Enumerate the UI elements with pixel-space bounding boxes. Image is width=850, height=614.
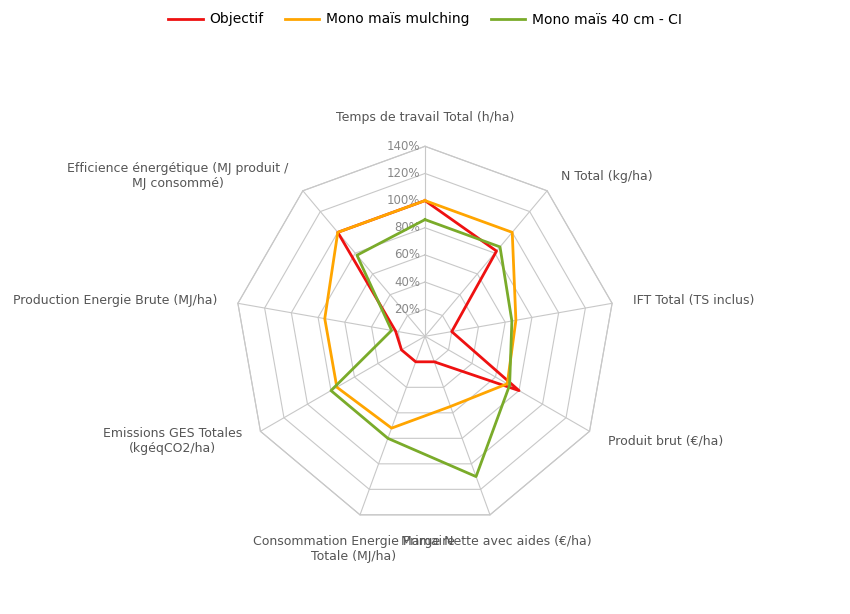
Text: Efficience énergétique (MJ produit /
MJ consommé): Efficience énergétique (MJ produit / MJ … <box>67 162 289 190</box>
Text: Marge Nette avec aides (€/ha): Marge Nette avec aides (€/ha) <box>401 535 592 548</box>
Text: 20%: 20% <box>394 303 420 316</box>
Text: N Total (kg/ha): N Total (kg/ha) <box>561 169 653 183</box>
Legend: Objectif, Mono maïs mulching, Mono maïs 40 cm - CI: Objectif, Mono maïs mulching, Mono maïs … <box>162 7 688 32</box>
Text: Emissions GES Totales
(kgéqCO2/ha): Emissions GES Totales (kgéqCO2/ha) <box>103 427 242 455</box>
Text: IFT Total (TS inclus): IFT Total (TS inclus) <box>632 293 754 306</box>
Text: 140%: 140% <box>387 140 420 153</box>
Text: 100%: 100% <box>387 194 420 207</box>
Text: 60%: 60% <box>394 249 420 262</box>
Text: Temps de travail Total (h/ha): Temps de travail Total (h/ha) <box>336 111 514 123</box>
Text: 80%: 80% <box>394 221 420 235</box>
Text: 120%: 120% <box>387 167 420 180</box>
Text: Produit brut (€/ha): Produit brut (€/ha) <box>608 434 723 448</box>
Text: Consommation Energie Primaire
Totale (MJ/ha): Consommation Energie Primaire Totale (MJ… <box>252 535 455 562</box>
Text: Production Energie Brute (MJ/ha): Production Energie Brute (MJ/ha) <box>13 293 218 306</box>
Text: 40%: 40% <box>394 276 420 289</box>
